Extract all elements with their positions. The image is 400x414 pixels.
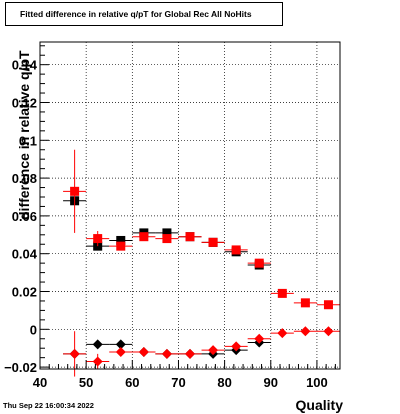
x-tick-label: 60 (125, 375, 139, 390)
x-tick-label: 40 (33, 375, 47, 390)
data-point-diamond (92, 339, 103, 350)
data-point-square (208, 237, 218, 247)
data-point-diamond (92, 356, 103, 367)
y-tick-label: 0.06 (12, 209, 37, 224)
data-point-diamond (138, 346, 149, 357)
data-point-square (162, 234, 172, 244)
axes: 40 50 60 70 80 90 100 −0.02 0 0.02 0.04 0.06 0.08 0.1… (4, 45, 336, 390)
data-point-diamond (254, 333, 265, 344)
data-point-diamond (231, 341, 242, 352)
x-tick-label: 80 (217, 375, 231, 390)
data-point-square (185, 232, 195, 242)
x-tick-label: 90 (264, 375, 278, 390)
data-point-square (93, 234, 103, 244)
y-tick-label: −0.02 (4, 360, 37, 375)
data-point-diamond (161, 348, 172, 359)
data-point-diamond (115, 346, 126, 357)
y-tick-label: 0.08 (12, 171, 37, 186)
data-point-square (231, 245, 241, 255)
grid (39, 42, 340, 369)
x-tick-label: 100 (306, 375, 328, 390)
data-point-diamond (277, 328, 288, 339)
data-point-square (70, 186, 80, 196)
y-tick-label: 0.12 (12, 95, 37, 110)
data-point-diamond (69, 348, 80, 359)
data-point-square (300, 298, 310, 308)
data-point-square (116, 241, 126, 251)
data-point-square (162, 228, 172, 238)
y-tick-label: 0 (30, 322, 37, 337)
x-tick-label: 70 (171, 375, 185, 390)
y-tick-label: 0.14 (12, 58, 38, 73)
x-axis-label: Quality (295, 397, 343, 413)
chart-title: Fitted difference in relative q/pT for G… (20, 9, 252, 19)
data-point-diamond (300, 326, 311, 337)
timestamp-footer: Thu Sep 22 16:00:34 2022 (3, 401, 94, 410)
y-tick-label: 0.04 (12, 247, 38, 262)
y-tick-label: 0.02 (12, 285, 37, 300)
y-axis-label: difference in relative q/pT (16, 50, 32, 220)
data-point-square (116, 235, 126, 245)
data-point-square (323, 300, 333, 310)
data-point-diamond (185, 348, 195, 359)
data-point-diamond (323, 326, 334, 337)
data-point-square (277, 288, 287, 298)
data-marks (63, 149, 340, 377)
x-tick-label: 50 (79, 375, 93, 390)
data-point-square (139, 232, 149, 242)
data-point-square (254, 258, 264, 268)
data-point-diamond (115, 339, 126, 350)
chart-title-box: Fitted difference in relative q/pT for G… (5, 2, 283, 26)
data-point-diamond (208, 345, 219, 356)
y-tick-label: 0.1 (19, 133, 37, 148)
plot-frame (39, 41, 341, 370)
